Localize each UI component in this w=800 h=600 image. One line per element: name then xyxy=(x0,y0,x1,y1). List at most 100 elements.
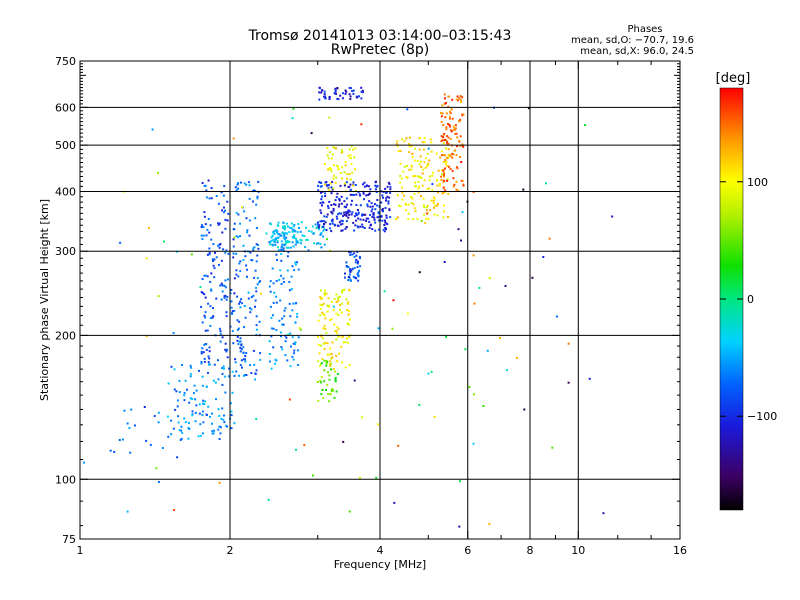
data-point xyxy=(425,206,428,209)
data-point xyxy=(326,383,329,386)
data-point xyxy=(301,234,304,237)
data-point xyxy=(584,124,587,126)
data-point xyxy=(435,204,438,207)
data-point xyxy=(349,253,352,256)
data-point xyxy=(418,271,421,274)
data-point xyxy=(381,194,384,197)
data-point xyxy=(341,166,344,169)
data-point xyxy=(453,127,456,130)
data-point xyxy=(219,340,222,343)
data-point xyxy=(157,411,160,414)
data-point xyxy=(337,205,340,208)
data-point xyxy=(345,226,348,229)
data-point xyxy=(345,265,348,267)
data-point xyxy=(189,373,192,376)
data-point xyxy=(225,315,228,318)
data-point xyxy=(344,276,346,279)
data-point xyxy=(244,316,247,319)
data-point xyxy=(375,180,377,183)
data-point xyxy=(443,261,446,263)
data-point xyxy=(416,175,419,178)
data-point xyxy=(332,177,335,180)
data-point xyxy=(207,405,210,408)
data-point xyxy=(211,430,214,433)
data-point xyxy=(355,193,358,196)
data-point xyxy=(407,212,410,215)
data-point xyxy=(427,372,430,375)
data-point xyxy=(451,169,454,172)
data-point xyxy=(242,351,245,354)
data-point xyxy=(259,352,262,355)
data-point xyxy=(321,357,324,360)
data-point xyxy=(201,347,204,350)
data-point xyxy=(459,156,462,158)
data-point xyxy=(319,220,322,223)
data-point xyxy=(335,312,338,315)
data-point xyxy=(335,215,338,218)
data-point xyxy=(323,95,325,98)
data-point xyxy=(269,223,272,226)
data-point xyxy=(341,229,344,232)
data-point xyxy=(283,309,286,312)
data-point xyxy=(329,227,332,230)
data-point xyxy=(406,312,409,315)
data-point xyxy=(206,253,209,256)
data-point xyxy=(320,91,323,94)
data-point xyxy=(335,176,338,179)
data-point xyxy=(422,168,425,171)
data-point xyxy=(217,428,220,431)
data-point xyxy=(291,228,294,231)
data-point xyxy=(303,235,306,237)
data-point xyxy=(323,359,326,362)
data-point xyxy=(392,299,395,302)
data-point xyxy=(400,177,403,180)
data-point xyxy=(235,370,238,373)
data-point xyxy=(255,315,258,318)
data-point xyxy=(218,327,221,330)
data-point xyxy=(246,231,248,234)
data-point xyxy=(296,315,299,318)
data-point xyxy=(349,183,352,186)
data-point xyxy=(248,197,251,200)
data-point xyxy=(335,390,338,393)
data-point xyxy=(213,267,216,270)
data-point xyxy=(221,373,224,375)
data-point xyxy=(417,191,420,194)
data-point xyxy=(326,353,329,356)
data-point xyxy=(285,336,288,339)
data-point xyxy=(250,372,253,374)
data-point xyxy=(305,226,307,229)
data-point xyxy=(272,346,275,349)
data-point xyxy=(427,147,430,150)
data-point xyxy=(337,168,340,171)
data-point xyxy=(322,201,325,204)
data-point xyxy=(283,232,286,235)
data-point xyxy=(256,283,259,286)
data-point xyxy=(420,220,423,222)
data-point xyxy=(429,209,432,212)
data-point xyxy=(223,185,226,188)
data-point xyxy=(347,266,350,269)
data-point xyxy=(205,234,208,237)
data-point xyxy=(428,159,431,162)
data-point xyxy=(414,210,417,213)
data-point xyxy=(324,183,327,186)
data-point xyxy=(300,239,303,242)
data-point xyxy=(205,343,208,346)
data-point xyxy=(422,197,425,200)
data-point xyxy=(291,117,294,120)
data-point xyxy=(447,154,450,157)
data-point xyxy=(332,187,335,190)
colorbar-tick-label: 0 xyxy=(747,293,754,306)
data-point xyxy=(443,210,446,213)
data-point xyxy=(222,248,225,251)
data-point xyxy=(180,429,182,432)
data-point xyxy=(201,238,204,240)
data-point xyxy=(289,246,292,249)
data-point xyxy=(386,223,389,226)
data-point xyxy=(236,319,239,322)
data-point xyxy=(365,220,368,222)
data-point xyxy=(401,138,404,141)
data-point xyxy=(240,359,243,362)
data-point xyxy=(369,205,372,208)
